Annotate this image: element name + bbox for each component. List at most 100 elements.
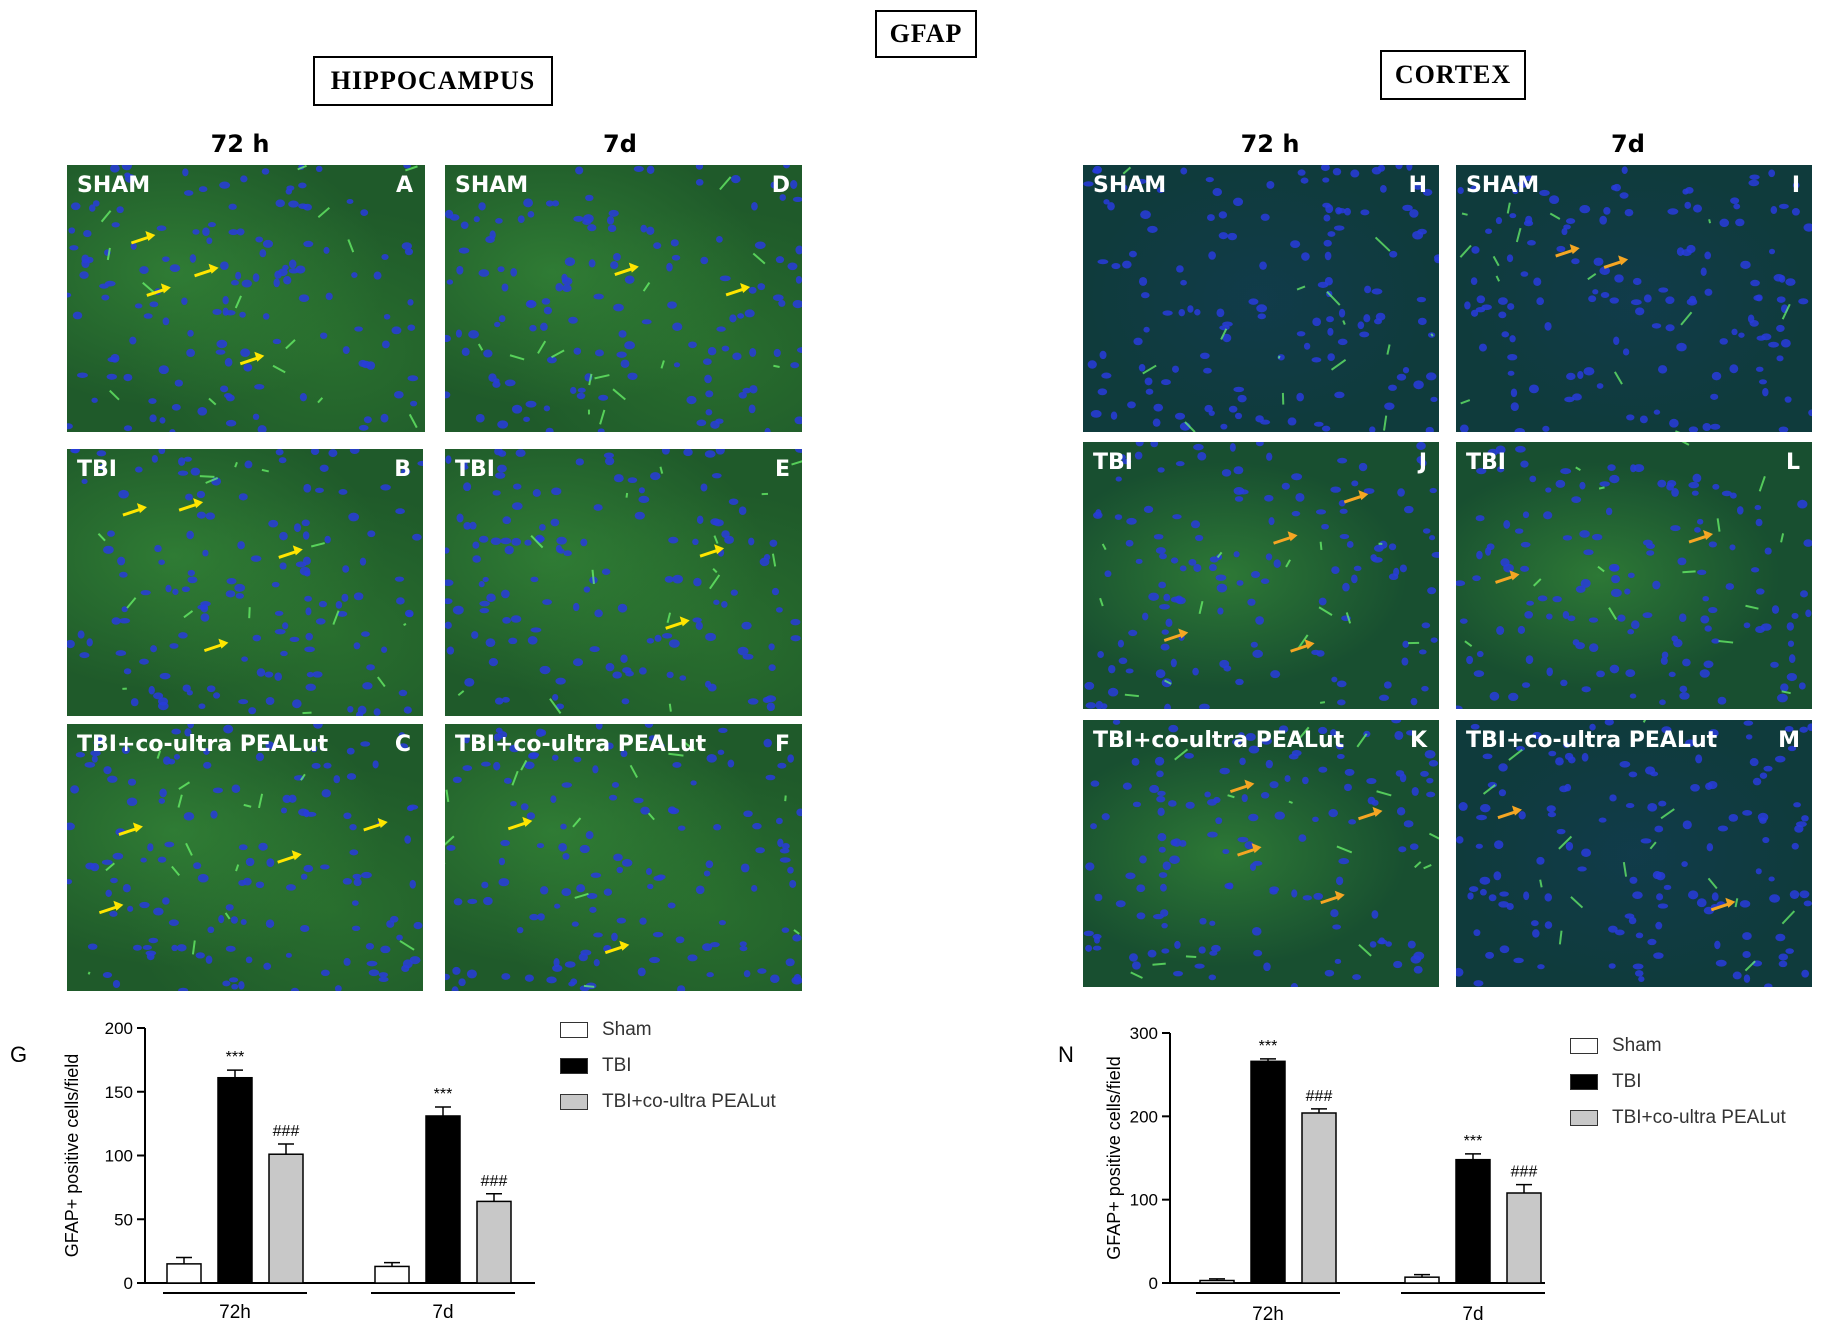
nucleus-mark bbox=[223, 392, 233, 399]
nucleus-mark bbox=[1687, 890, 1699, 900]
nucleus-mark bbox=[1755, 518, 1763, 527]
astrocyte-process-mark bbox=[1461, 212, 1468, 216]
astrocyte-process-mark bbox=[100, 210, 112, 223]
nucleus-mark bbox=[1665, 324, 1675, 332]
astrocyte-process-mark bbox=[1430, 333, 1434, 337]
nucleus-mark bbox=[1711, 892, 1719, 901]
nucleus-mark bbox=[1537, 964, 1545, 970]
nucleus-mark bbox=[373, 708, 381, 716]
nucleus-mark bbox=[586, 892, 598, 900]
nucleus-mark bbox=[1596, 383, 1604, 389]
nucleus-mark bbox=[1791, 612, 1799, 620]
nucleus-mark bbox=[1658, 800, 1667, 807]
significance-label: *** bbox=[226, 1049, 245, 1066]
nucleus-mark bbox=[1351, 480, 1359, 487]
nucleus-mark bbox=[493, 761, 501, 771]
nucleus-mark bbox=[1524, 610, 1534, 619]
nucleus-mark bbox=[644, 724, 654, 728]
nucleus-mark bbox=[1803, 539, 1812, 547]
nucleus-mark bbox=[320, 864, 330, 870]
astrocyte-process-mark bbox=[87, 971, 91, 975]
nucleus-mark bbox=[366, 960, 378, 967]
nucleus-mark bbox=[1241, 794, 1248, 803]
nucleus-mark bbox=[343, 957, 351, 966]
nucleus-mark bbox=[1609, 474, 1620, 484]
legend-swatch bbox=[1570, 1074, 1598, 1090]
nucleus-mark bbox=[1742, 932, 1752, 940]
nucleus-mark bbox=[1632, 891, 1643, 899]
nucleus-mark bbox=[498, 857, 506, 866]
nucleus-mark bbox=[445, 579, 454, 587]
arrow-icon bbox=[178, 498, 204, 512]
nucleus-mark bbox=[620, 359, 630, 369]
astrocyte-process-mark bbox=[1342, 320, 1346, 325]
nucleus-mark bbox=[1185, 801, 1195, 809]
nucleus-mark bbox=[773, 348, 781, 358]
nucleus-mark bbox=[1099, 350, 1107, 360]
nucleus-mark bbox=[1704, 625, 1712, 632]
nucleus-mark bbox=[1136, 912, 1146, 920]
nucleus-mark bbox=[1537, 595, 1548, 602]
nucleus-mark bbox=[1640, 838, 1652, 844]
nucleus-mark bbox=[1157, 467, 1165, 473]
nucleus-mark bbox=[1581, 752, 1589, 762]
nucleus-mark bbox=[718, 919, 726, 926]
nucleus-mark bbox=[361, 871, 372, 879]
nucleus-mark bbox=[498, 878, 510, 887]
nucleus-mark bbox=[1489, 691, 1500, 701]
astrocyte-process-mark bbox=[1319, 701, 1326, 704]
nucleus-mark bbox=[1459, 618, 1468, 624]
nucleus-mark bbox=[1520, 541, 1531, 548]
nucleus-mark bbox=[252, 634, 262, 642]
nucleus-mark bbox=[259, 249, 267, 258]
nucleus-mark bbox=[1476, 467, 1487, 475]
nucleus-mark bbox=[1174, 940, 1181, 949]
nucleus-mark bbox=[1108, 664, 1116, 674]
nucleus-mark bbox=[1248, 745, 1260, 754]
nucleus-mark bbox=[1651, 323, 1662, 329]
nucleus-mark bbox=[1665, 296, 1675, 305]
nucleus-mark bbox=[1769, 894, 1780, 903]
astrocyte-process-mark bbox=[1124, 693, 1139, 698]
nucleus-mark bbox=[1273, 559, 1281, 568]
nucleus-mark bbox=[1197, 451, 1207, 461]
nucleus-mark bbox=[303, 240, 314, 248]
nucleus-mark bbox=[1684, 201, 1692, 209]
legend-label: Sham bbox=[602, 1019, 652, 1040]
nucleus-mark bbox=[275, 449, 284, 456]
nucleus-mark bbox=[1559, 785, 1569, 793]
nucleus-mark bbox=[1232, 738, 1242, 746]
nucleus-mark bbox=[715, 449, 725, 455]
nucleus-mark bbox=[404, 835, 412, 844]
nucleus-mark bbox=[1332, 167, 1342, 176]
nucleus-mark bbox=[112, 852, 124, 860]
nucleus-mark bbox=[142, 945, 152, 951]
nucleus-mark bbox=[203, 761, 212, 769]
nucleus-mark bbox=[1259, 261, 1267, 270]
y-tick-label: 200 bbox=[105, 1019, 133, 1038]
nucleus-mark bbox=[1278, 725, 1289, 734]
nucleus-mark bbox=[706, 972, 714, 978]
nucleus-mark bbox=[1679, 685, 1688, 693]
nucleus-mark bbox=[349, 823, 357, 831]
nucleus-mark bbox=[1265, 759, 1273, 769]
nucleus-mark bbox=[1473, 670, 1485, 677]
nucleus-mark bbox=[627, 477, 638, 484]
nucleus-mark bbox=[654, 634, 662, 642]
nucleus-mark bbox=[1561, 227, 1568, 236]
nucleus-mark bbox=[1212, 188, 1223, 197]
nucleus-mark bbox=[1625, 803, 1635, 809]
nucleus-mark bbox=[243, 363, 253, 372]
nucleus-mark bbox=[1144, 377, 1153, 386]
astrocyte-process-mark bbox=[285, 339, 296, 350]
nucleus-mark bbox=[162, 317, 170, 326]
nucleus-mark bbox=[410, 400, 418, 407]
nucleus-mark bbox=[1571, 258, 1580, 265]
arrow-icon bbox=[1343, 490, 1369, 504]
astrocyte-process-mark bbox=[408, 413, 418, 429]
nucleus-mark bbox=[1268, 517, 1275, 526]
nucleus-mark bbox=[672, 574, 684, 584]
nucleus-mark bbox=[265, 919, 275, 928]
nucleus-mark bbox=[1706, 843, 1714, 852]
nucleus-mark bbox=[1496, 626, 1505, 635]
